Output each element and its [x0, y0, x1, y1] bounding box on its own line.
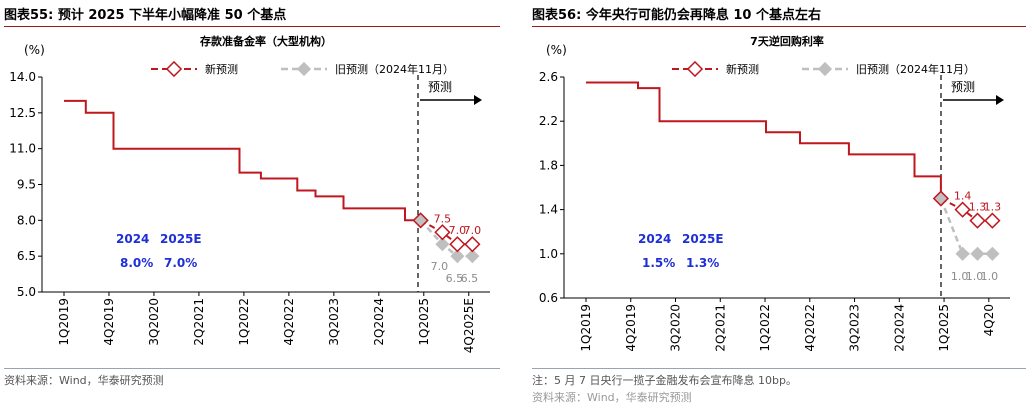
old-forecast-data-label: 1.0: [966, 270, 984, 283]
x-tick-label: 1Q2022: [237, 298, 251, 346]
left-source-note: 资料来源：Wind，华泰研究预测: [4, 374, 164, 387]
x-tick-label: 1Q2019: [57, 298, 71, 346]
x-tick-label: 1Q2025: [417, 298, 431, 346]
y-tick-label: 1.8: [539, 158, 558, 172]
summary-value-2025e: 7.0%: [164, 256, 197, 270]
y-tick-label: 5.0: [17, 285, 36, 299]
x-tick-label: 2Q2024: [892, 304, 906, 352]
summary-year-2024: 2024: [116, 232, 149, 246]
legend-new-marker: [686, 60, 704, 78]
old-forecast-data-label: 1.0: [981, 270, 999, 283]
x-tick-label: 2Q2021: [713, 304, 727, 352]
x-tick-label: 1Q2019: [579, 304, 593, 352]
right-footnote: 注：5 月 7 日央行一揽子金融发布会宣布降息 10bp。: [532, 374, 797, 387]
new-forecast-point: [984, 212, 1001, 229]
legend-old-marker: [817, 61, 833, 77]
x-tick-label: 4Q2022: [282, 298, 296, 346]
old-forecast-point: [955, 246, 970, 261]
history-series-line: [586, 81, 942, 199]
new-forecast-point: [449, 236, 466, 253]
right-footer-rule: [532, 368, 1026, 369]
summary-value-2025e: 1.3%: [686, 256, 719, 270]
x-tick-label: 2Q2021: [192, 298, 206, 346]
old-forecast-data-label: 6.5: [446, 272, 464, 285]
y-tick-label: 6.5: [17, 249, 36, 263]
x-tick-label: 4Q2019: [624, 304, 638, 352]
chart-title: 存款准备金率（大型机构）: [200, 34, 332, 48]
old-forecast-data-label: 6.5: [461, 272, 479, 285]
new-forecast-data-label: 1.3: [969, 201, 987, 214]
old-forecast-point: [450, 249, 465, 264]
new-forecast-data-label: 7.0: [464, 224, 482, 237]
x-tick-label: 1Q2025: [937, 304, 951, 352]
new-forecast-point: [412, 212, 429, 229]
x-tick-label: 3Q2020: [147, 298, 161, 346]
y-tick-label: 2.2: [539, 114, 558, 128]
y-tick-label: 1.4: [539, 203, 558, 217]
old-forecast-line: [419, 219, 473, 258]
y-tick-label: 12.5: [9, 106, 36, 120]
y-tick-label: 14.0: [9, 70, 36, 84]
old-forecast-point: [435, 237, 450, 252]
forecast-arrow-head: [996, 95, 1004, 105]
summary-value-2024: 8.0%: [120, 256, 153, 270]
y-tick-label: 2.6: [539, 70, 558, 84]
x-tick-label: 4Q20: [982, 304, 996, 336]
x-tick-label: 3Q2023: [848, 304, 862, 352]
right-source-note: 资料来源：Wind，华泰研究预测: [532, 391, 692, 404]
summary-year-2025e: 2025E: [160, 232, 202, 246]
right-panel-title: 图表56: 今年央行可能仍会再降息 10 个基点左右: [532, 8, 821, 23]
new-forecast-data-label: 7.0: [449, 224, 467, 237]
new-forecast-point: [969, 212, 986, 229]
legend-old-label: 旧预测（2024年11月）: [856, 62, 975, 76]
new-forecast-point: [464, 236, 481, 253]
right-title-rule: [532, 26, 1026, 27]
x-tick-label: 4Q2019: [102, 298, 116, 346]
new-forecast-data-label: 1.3: [984, 201, 1002, 214]
y-tick-label: 0.6: [539, 291, 558, 305]
old-forecast-point: [465, 249, 480, 264]
x-tick-label: 3Q2020: [669, 304, 683, 352]
old-forecast-data-label: 7.0: [431, 260, 449, 273]
y-tick-label: 1.0: [539, 247, 558, 261]
left-panel-title: 图表55: 预计 2025 下半年小幅降准 50 个基点: [4, 8, 287, 23]
old-forecast-point: [985, 246, 1000, 261]
y-unit-label: (%): [24, 43, 45, 57]
x-tick-label: 3Q2023: [327, 298, 341, 346]
x-tick-label: 1Q2022: [758, 304, 772, 352]
chart-title: 7天逆回购利率: [750, 34, 824, 48]
summary-year-2024: 2024: [638, 232, 671, 246]
left-title-rule: [4, 26, 500, 27]
legend-new-label: 新预测: [726, 62, 759, 76]
legend-new-label: 新预测: [205, 62, 238, 76]
summary-year-2025e: 2025E: [682, 232, 724, 246]
old-forecast-line: [939, 198, 993, 256]
y-tick-label: 11.0: [9, 142, 36, 156]
legend-old-marker: [296, 61, 312, 77]
x-tick-label: 4Q2022: [803, 304, 817, 352]
new-forecast-point: [954, 201, 971, 218]
history-series-line: [64, 99, 421, 222]
new-forecast-point: [932, 190, 950, 207]
new-forecast-data-label: 7.5: [434, 212, 452, 225]
legend-new-marker: [165, 60, 183, 78]
summary-value-2024: 1.5%: [642, 256, 675, 270]
old-forecast-point: [970, 246, 985, 261]
y-tick-label: 8.0: [17, 213, 36, 227]
forecast-label: 预测: [951, 80, 975, 94]
old-forecast-data-label: 1.0: [951, 270, 969, 283]
x-tick-label: 2Q2024: [372, 298, 386, 346]
new-forecast-data-label: 1.4: [954, 190, 972, 203]
y-unit-label: (%): [546, 43, 567, 57]
forecast-arrow-head: [474, 95, 482, 105]
new-forecast-point: [434, 224, 451, 241]
legend-old-label: 旧预测（2024年11月）: [335, 62, 454, 76]
x-tick-label: 4Q2025E: [462, 298, 476, 353]
left-footer-rule: [4, 368, 500, 369]
y-tick-label: 9.5: [17, 178, 36, 192]
forecast-label: 预测: [428, 80, 452, 94]
